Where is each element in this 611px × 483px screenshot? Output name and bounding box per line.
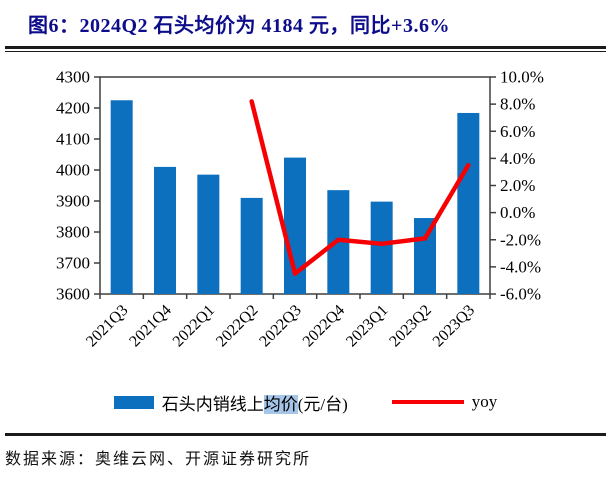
right-axis-tick-label: 2.0% (500, 176, 535, 195)
right-axis-tick-label: -2.0% (500, 230, 541, 249)
x-category-label: 2023Q3 (430, 302, 478, 350)
x-category-label: 2021Q3 (83, 302, 131, 350)
bar-2021Q4 (154, 166, 176, 294)
legend-bar-swatch (113, 395, 154, 409)
legend-item-yoy: yoy (391, 392, 498, 412)
footer-divider (5, 433, 606, 436)
left-axis-tick-label: 4100 (56, 130, 90, 149)
x-category-label: 2022Q4 (300, 302, 348, 350)
bar-2022Q2 (240, 197, 263, 294)
right-axis-tick-label: 6.0% (500, 122, 535, 141)
yoy-line (249, 99, 471, 276)
right-axis-tick-label: -6.0% (500, 285, 541, 304)
x-category-label: 2022Q2 (213, 302, 261, 350)
x-category-label: 2021Q4 (126, 302, 174, 350)
x-category-label: 2022Q3 (256, 302, 304, 350)
left-axis-tick-label: 3900 (56, 192, 90, 211)
right-axis-tick-label: 4.0% (500, 149, 535, 168)
right-axis-tick-label: 8.0% (500, 95, 535, 114)
title-divider-thin-line (5, 51, 606, 52)
legend-bar-label-pre: 石头内销线上 (161, 394, 264, 414)
bar-2021Q3 (110, 100, 133, 294)
bar-2022Q1 (197, 174, 220, 294)
legend-bar-label-post: (元/台) (297, 394, 348, 414)
bar-2023Q1 (370, 201, 393, 294)
right-axis-tick-label: 0.0% (500, 203, 535, 222)
left-axis-tick-label: 4200 (56, 99, 90, 118)
legend-bar-label-highlight: 均价 (263, 394, 298, 414)
bar-2023Q3 (457, 112, 480, 295)
left-axis-tick-label: 4000 (56, 161, 90, 180)
legend-line-swatch (391, 400, 464, 404)
data-source-text: 数据来源：奥维云网、开源证券研究所 (5, 451, 312, 468)
bar-line-chart: 4300 4200 4100 4000 3900 3800 3700 3600 10.0% 8.0… (56, 68, 544, 351)
right-axis-tick-label: 10.0% (500, 68, 544, 87)
x-category-label: 2023Q1 (343, 302, 391, 350)
left-axis-tick-label: 3600 (56, 285, 90, 304)
title-divider-thick-line (5, 46, 606, 49)
left-axis-tick-label: 3700 (56, 254, 90, 273)
left-axis-tick-label: 4300 (56, 68, 90, 87)
chart-legend: 石头内销线上均价(元/台) yoy (0, 390, 611, 414)
legend-line-label: yoy (471, 392, 498, 411)
title-divider (5, 46, 606, 52)
figure-title: 图6：2024Q2 石头均价为 4184 元，同比+3.6% (28, 15, 450, 37)
left-axis-tick-label: 3800 (56, 223, 90, 242)
x-category-label: 2023Q2 (386, 302, 434, 350)
right-axis-tick-label: -4.0% (500, 257, 541, 276)
legend-bar-label: 石头内销线上均价(元/台) (162, 390, 348, 415)
legend-item-avg-price: 石头内销线上均价(元/台) (113, 390, 348, 415)
x-category-label: 2022Q1 (170, 302, 218, 350)
